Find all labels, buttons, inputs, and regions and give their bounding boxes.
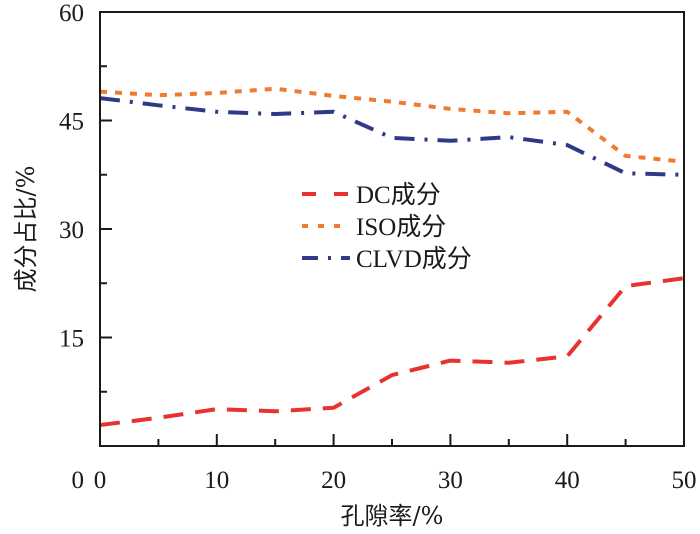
- y-axis-title: 成分占比/%: [12, 166, 40, 293]
- y-tick-label: 15: [59, 326, 84, 353]
- legend-label-1: ISO成分: [356, 213, 446, 241]
- x-tick-label: 50: [672, 467, 697, 494]
- legend-label-0: DC成分: [356, 181, 441, 209]
- x-axis-title: 孔隙率/%: [341, 502, 444, 530]
- legend-label-2: CLVD成分: [356, 245, 472, 273]
- y-tick-label: 45: [59, 109, 84, 136]
- x-tick-label: 30: [438, 467, 463, 494]
- series-line-2: [99, 96, 685, 177]
- x-tick-label: 10: [204, 467, 229, 494]
- series-line-0: [99, 276, 685, 427]
- y-tick-label: 0: [72, 467, 85, 494]
- x-tick-label: 20: [321, 467, 346, 494]
- x-tick-label: 0: [94, 467, 107, 494]
- legend: DC成分 ISO成分 CLVD成分: [302, 181, 472, 273]
- y-tick-label: 60: [59, 0, 84, 27]
- x-tick-label: 40: [555, 467, 580, 494]
- y-tick-label: 30: [59, 217, 84, 244]
- ticks-layer: [100, 65, 627, 446]
- tick-labels-layer: 0 10 20 30 40 50 0 15 30 45 60: [59, 0, 697, 494]
- series-line-1: [99, 86, 685, 164]
- series-layer: [99, 86, 685, 427]
